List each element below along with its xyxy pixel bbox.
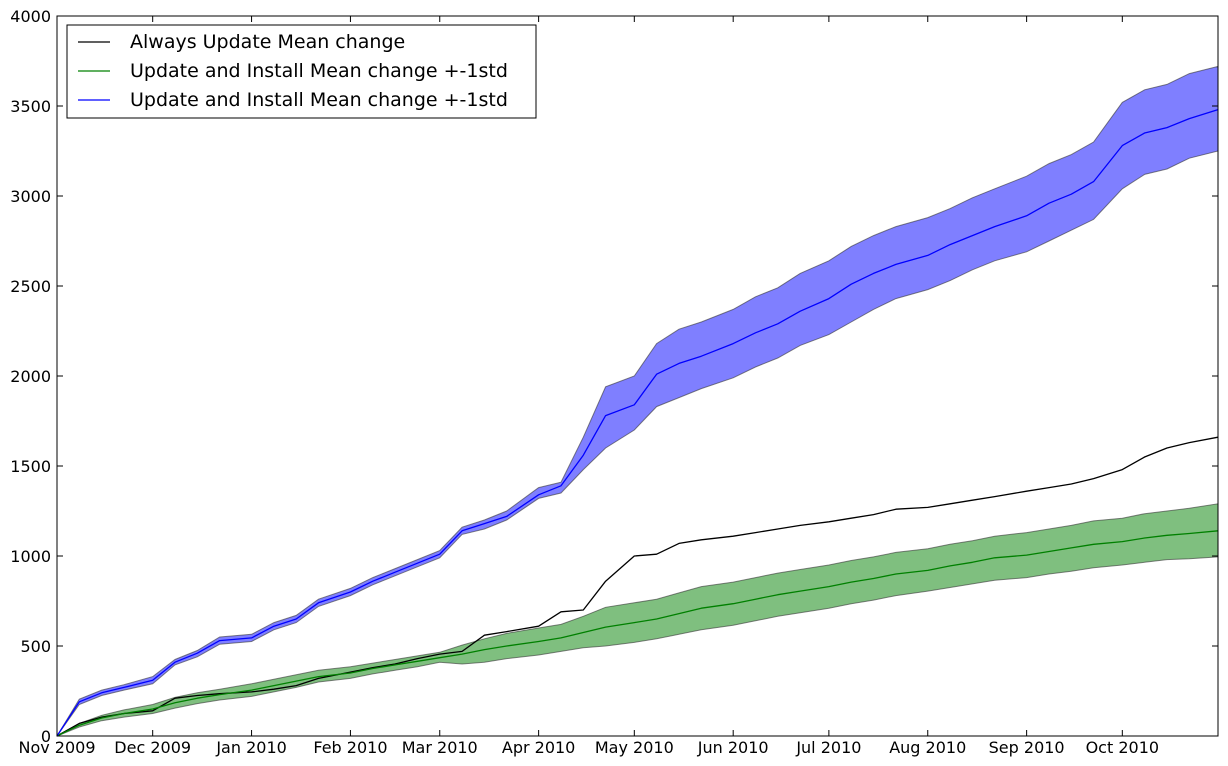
y-tick-label: 2500: [10, 277, 51, 296]
x-tick-label: Nov 2009: [18, 738, 95, 757]
series-line-2: [56, 108, 1219, 737]
y-tick-label: 3500: [10, 97, 51, 116]
x-tick-label: Jan 2010: [215, 738, 286, 757]
legend-label-always-update: Always Update Mean change: [130, 31, 405, 53]
legend-label-update-install-blue: Update and Install Mean change +-1std: [130, 89, 508, 111]
y-tick-label: 0: [41, 727, 51, 746]
x-axis: Nov 2009 Dec 2009 Jan 2010 Feb 2010 Mar 2010…: [18, 16, 1159, 757]
series-line-0: [56, 436, 1219, 737]
y-tick-label: 3000: [10, 187, 51, 206]
x-tick-label: Jun 2010: [697, 738, 769, 757]
x-tick-label: Jul 2010: [795, 738, 861, 757]
x-tick-label: Oct 2010: [1086, 738, 1159, 757]
series-line-1: [56, 530, 1219, 737]
y-tick-label: 500: [20, 637, 51, 656]
y-tick-label: 4000: [10, 7, 51, 26]
y-tick-label: 2000: [10, 367, 51, 386]
legend-box: [66, 24, 537, 119]
x-tick-label: Dec 2009: [114, 738, 191, 757]
x-tick-label: Feb 2010: [313, 738, 387, 757]
x-tick-label: Aug 2010: [889, 738, 966, 757]
legend: Always Update Mean change Update and Ins…: [66, 24, 537, 119]
x-tick-label: May 2010: [595, 738, 674, 757]
x-tick-label: Sep 2010: [989, 738, 1065, 757]
series-lines: [56, 108, 1219, 737]
x-tick-label: Mar 2010: [402, 738, 478, 757]
y-axis: 0 500 1000 1500 2000 2500 3000 3500 4000: [10, 7, 1218, 746]
legend-label-update-install-green: Update and Install Mean change +-1std: [130, 60, 508, 82]
y-tick-label: 1000: [10, 547, 51, 566]
x-tick-label: Apr 2010: [502, 738, 575, 757]
y-tick-label: 1500: [10, 457, 51, 476]
